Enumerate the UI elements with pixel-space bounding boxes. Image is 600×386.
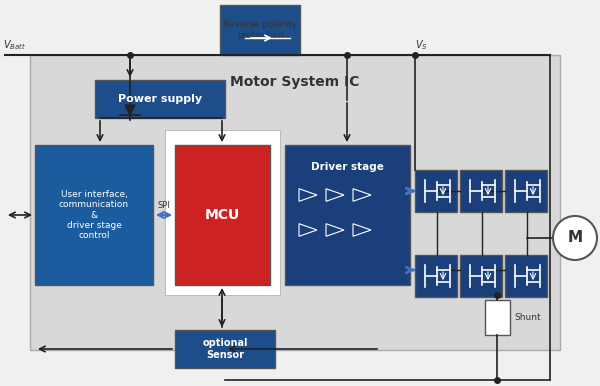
Bar	[505, 170, 547, 212]
Bar	[35, 145, 153, 285]
Bar	[175, 145, 270, 285]
Text: User interface,
communication
&
driver stage
control: User interface, communication & driver s…	[59, 190, 129, 240]
Text: M: M	[568, 230, 583, 245]
Text: Shunt: Shunt	[514, 313, 541, 322]
Circle shape	[553, 216, 597, 260]
Text: $V_{Batt}$: $V_{Batt}$	[3, 38, 26, 52]
Bar	[165, 130, 280, 295]
Bar	[460, 170, 502, 212]
Bar	[285, 145, 410, 285]
Bar	[30, 55, 560, 350]
Text: optional
Sensor: optional Sensor	[202, 338, 248, 360]
Text: SPI: SPI	[158, 201, 170, 210]
Bar	[485, 300, 510, 335]
Text: Power supply: Power supply	[118, 94, 202, 104]
Polygon shape	[125, 105, 135, 115]
Bar	[175, 330, 275, 368]
Text: Reverse polarity
protection: Reverse polarity protection	[223, 20, 297, 40]
Bar	[220, 5, 300, 55]
Text: MCU: MCU	[205, 208, 239, 222]
Bar	[415, 255, 457, 297]
Text: Motor System IC: Motor System IC	[230, 75, 359, 89]
Bar	[415, 170, 457, 212]
Text: $V_S$: $V_S$	[415, 38, 428, 52]
Bar	[505, 255, 547, 297]
Bar	[460, 255, 502, 297]
Text: Driver stage: Driver stage	[311, 162, 383, 172]
Bar	[95, 80, 225, 118]
